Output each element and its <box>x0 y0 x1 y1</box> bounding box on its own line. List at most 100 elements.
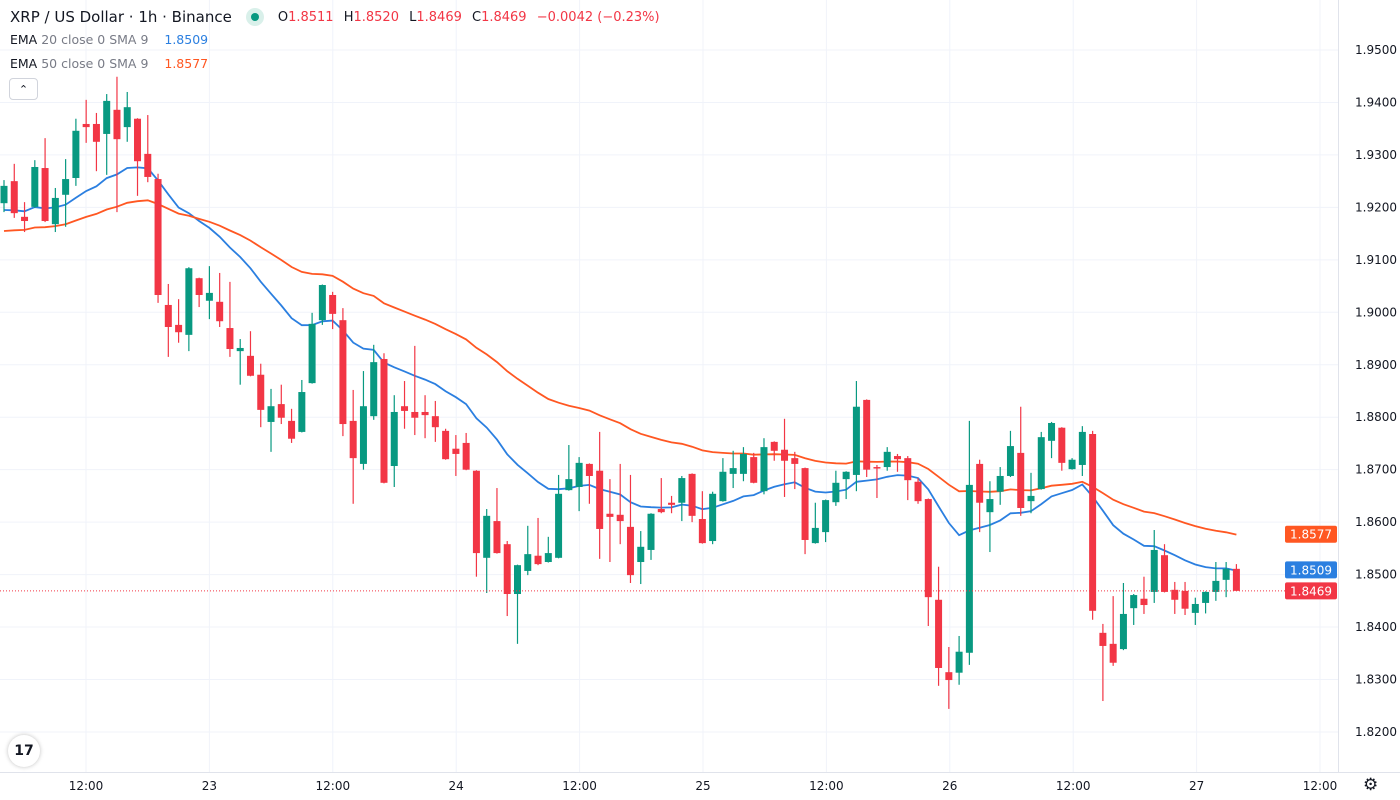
candle-body <box>555 493 563 558</box>
gear-icon[interactable]: ⚙ <box>1363 775 1379 795</box>
candle-down <box>41 138 49 223</box>
candle-down <box>904 456 912 501</box>
time-tick-label: 27 <box>1189 779 1204 793</box>
candle-body <box>31 166 39 207</box>
candle-up <box>72 118 80 186</box>
candle-body <box>72 130 80 179</box>
indicator-params: 20 close 0 SMA 9 <box>41 32 149 47</box>
candle-up <box>62 159 70 227</box>
price-axis[interactable]: 1.9500 1.9400 1.9300 1.9200 1.9100 1.9000 1.89… <box>1338 0 1400 800</box>
price-tick-label: 1.8600 <box>1355 515 1397 529</box>
candle-body <box>801 468 809 540</box>
candle-body <box>0 185 8 204</box>
candle-down <box>1089 430 1097 620</box>
candle-body <box>1058 427 1066 463</box>
candle-up <box>965 420 973 665</box>
candle-body <box>770 441 778 451</box>
candle-body <box>760 447 768 492</box>
candle-down <box>144 115 152 183</box>
chart-grid <box>0 0 1338 772</box>
candle-up <box>852 381 860 492</box>
candle-down <box>113 76 121 213</box>
candle-down <box>339 308 347 437</box>
candle-down <box>277 384 285 425</box>
candle-body <box>1099 632 1107 646</box>
candle-up <box>955 635 963 685</box>
candle-down <box>472 470 480 577</box>
candle-up <box>555 474 563 559</box>
candle-body <box>852 406 860 475</box>
market-status-icon[interactable] <box>245 8 264 26</box>
candle-up <box>760 438 768 495</box>
candle-body <box>1202 591 1210 603</box>
price-tick-label: 1.8400 <box>1355 620 1397 634</box>
candle-body <box>965 484 973 653</box>
time-tick-label: 12:00 <box>316 779 351 793</box>
candle-body <box>164 304 172 327</box>
candle-body <box>472 470 480 554</box>
candle-body <box>935 599 943 668</box>
candle-up <box>811 502 819 544</box>
candle-up <box>1068 458 1076 470</box>
price-tick-label: 1.8800 <box>1355 410 1397 424</box>
candle-body <box>914 481 922 502</box>
indicator-ema20[interactable]: EMA 20 close 0 SMA 9 1.8509 <box>10 28 666 52</box>
candle-body <box>1027 495 1035 502</box>
tradingview-logo[interactable]: 17 <box>8 735 40 767</box>
candle-up <box>1006 430 1014 478</box>
indicator-value: 1.8509 <box>164 32 209 47</box>
time-tick-label: 25 <box>695 779 710 793</box>
price-tag-bg <box>1285 561 1337 579</box>
candle-body <box>893 456 901 460</box>
candle-body <box>791 458 799 464</box>
candle-down <box>688 473 696 523</box>
price-tick-label: 1.8500 <box>1355 568 1397 582</box>
time-tick-label: 26 <box>942 779 957 793</box>
candle-body <box>329 294 337 314</box>
candle-up <box>31 160 39 208</box>
candle-up <box>709 491 717 545</box>
candle-up <box>637 531 645 585</box>
price-tick-label: 1.9300 <box>1355 148 1397 162</box>
candle-up <box>883 447 891 471</box>
candle-down <box>216 272 224 327</box>
candle-down <box>596 431 604 559</box>
last-price-tag: 1.8469 <box>1285 582 1337 600</box>
symbol-title[interactable]: XRP / US Dollar · 1h · Binance <box>10 8 232 26</box>
candle-body <box>431 416 439 428</box>
time-tick-label: 23 <box>202 779 217 793</box>
candle-down <box>791 451 799 490</box>
candle-body <box>318 285 326 321</box>
price-tick-label: 1.8700 <box>1355 463 1397 477</box>
candle-down <box>134 118 142 196</box>
candle-down <box>616 463 624 545</box>
time-tick-label: 12:00 <box>809 779 844 793</box>
price-tag-label: 1.8509 <box>1290 563 1332 577</box>
candle-up <box>483 509 491 593</box>
candle-body <box>955 651 963 673</box>
candle-body <box>1017 452 1025 508</box>
ohlc-values: O1.8511 H1.8520 L1.8469 C1.8469 −0.0042 … <box>278 10 666 25</box>
candle-down <box>668 495 676 514</box>
candle-up <box>822 499 830 543</box>
candle-body <box>1078 431 1086 465</box>
candle-up <box>1191 597 1199 625</box>
candle-down <box>1017 406 1025 516</box>
candle-up <box>986 481 994 553</box>
time-tick-label: 12:00 <box>69 779 104 793</box>
candle-body <box>575 462 583 487</box>
candle-body <box>216 301 224 322</box>
candle-body <box>1150 549 1158 592</box>
collapse-legend-button[interactable]: ⌃ <box>9 78 38 100</box>
candle-down <box>698 491 706 544</box>
candle-up <box>1027 472 1035 514</box>
indicator-ema50[interactable]: EMA 50 close 0 SMA 9 1.8577 <box>10 52 666 76</box>
price-tick-label: 1.8300 <box>1355 673 1397 687</box>
time-axis[interactable]: 12:00 23 12:00 24 12:00 25 12:00 26 12:00 27 12:00 <box>0 772 1400 794</box>
candle-body <box>565 479 573 491</box>
candle-body <box>226 328 234 350</box>
candle-body <box>503 544 511 595</box>
candle-body <box>349 420 357 459</box>
candle-body <box>82 123 90 128</box>
